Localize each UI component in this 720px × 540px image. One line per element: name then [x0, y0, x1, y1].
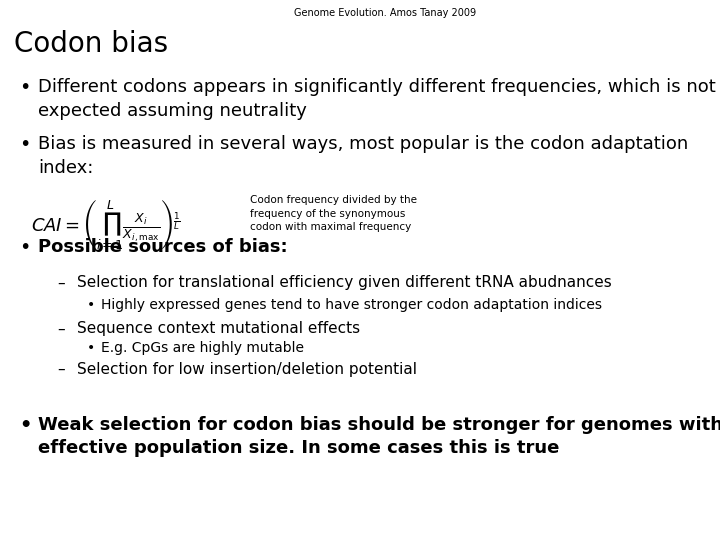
Text: Bias is measured in several ways, most popular is the codon adaptation
index:: Bias is measured in several ways, most p…: [38, 135, 689, 177]
Text: Codon bias: Codon bias: [14, 30, 168, 58]
Text: Selection for low insertion/deletion potential: Selection for low insertion/deletion pot…: [77, 362, 417, 377]
Text: Codon frequency divided by the
frequency of the synonymous
codon with maximal fr: Codon frequency divided by the frequency…: [251, 195, 418, 232]
Text: Possible sources of bias:: Possible sources of bias:: [38, 238, 288, 255]
Text: •: •: [86, 341, 95, 355]
Text: •: •: [19, 238, 31, 256]
Text: •: •: [86, 298, 95, 312]
Text: –: –: [58, 362, 66, 377]
Text: Highly expressed genes tend to have stronger codon adaptation indices: Highly expressed genes tend to have stro…: [101, 298, 602, 312]
Text: –: –: [58, 275, 66, 291]
Text: Sequence context mutational effects: Sequence context mutational effects: [77, 321, 360, 336]
Text: Genome Evolution. Amos Tanay 2009: Genome Evolution. Amos Tanay 2009: [294, 8, 477, 18]
Text: Weak selection for codon bias should be stronger for genomes with larger
effecti: Weak selection for codon bias should be …: [38, 416, 720, 457]
Text: •: •: [19, 135, 31, 154]
Text: E.g. CpGs are highly mutable: E.g. CpGs are highly mutable: [101, 341, 304, 355]
Text: Different codons appears in significantly different frequencies, which is not
ex: Different codons appears in significantl…: [38, 78, 716, 120]
Text: Selection for translational efficiency given different tRNA abudnances: Selection for translational efficiency g…: [77, 275, 612, 291]
Text: $CAI = \left(\prod_{i=1}^{L} \frac{X_i}{X_{i,\max}}\right)^{\frac{1}{L}}$: $CAI = \left(\prod_{i=1}^{L} \frac{X_i}{…: [31, 197, 181, 252]
Text: •: •: [19, 416, 32, 435]
Text: •: •: [19, 78, 31, 97]
Text: –: –: [58, 321, 66, 336]
